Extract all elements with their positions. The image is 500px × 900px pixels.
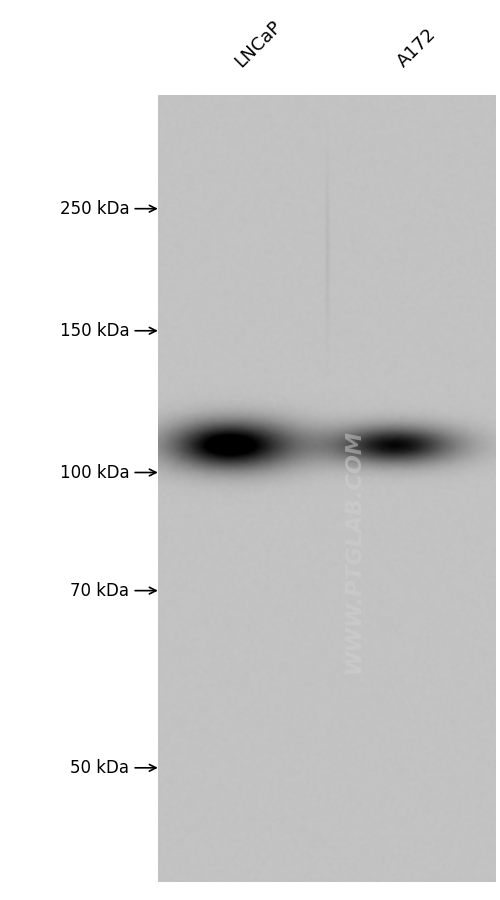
Text: 70 kDa: 70 kDa [70,581,129,599]
Text: LNCaP: LNCaP [232,17,285,71]
Text: 150 kDa: 150 kDa [60,322,129,339]
Text: 50 kDa: 50 kDa [70,759,129,777]
Text: WWW.PTGLAB.COM: WWW.PTGLAB.COM [343,429,363,673]
Text: A172: A172 [394,25,440,71]
Text: 100 kDa: 100 kDa [60,464,129,482]
Text: 250 kDa: 250 kDa [60,200,129,218]
